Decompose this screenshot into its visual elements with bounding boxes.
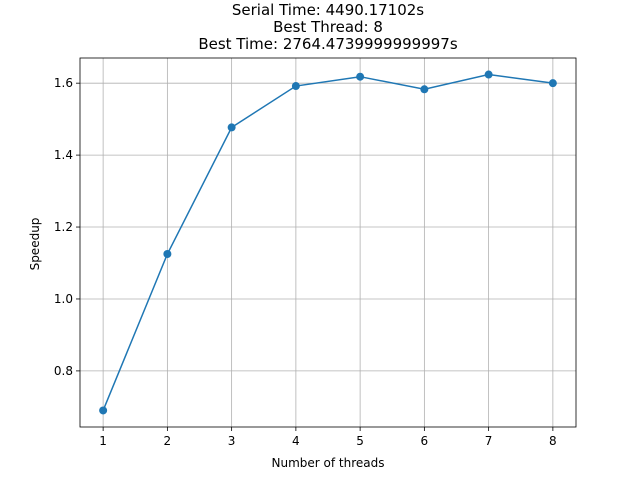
- speedup-point: [291, 82, 300, 91]
- speedup-point: [420, 85, 429, 94]
- x-tick-label: 1: [99, 434, 107, 448]
- y-axis-ticks: 0.8 1.0 1.2 1.4 1.6: [54, 76, 80, 378]
- chart-title: Serial Time: 4490.17102s Best Thread: 8 …: [198, 1, 458, 53]
- y-tick-label: 0.8: [54, 364, 73, 378]
- speedup-point: [99, 406, 108, 415]
- x-tick-label: 7: [485, 434, 493, 448]
- y-tick-label: 1.0: [54, 292, 73, 306]
- x-axis-ticks: 1 2 3 4 5 6 7 8: [99, 427, 557, 448]
- speedup-point: [548, 79, 557, 88]
- title-line-1: Serial Time: 4490.17102s: [232, 1, 424, 19]
- speedup-point: [227, 123, 236, 132]
- y-tick-label: 1.2: [54, 220, 73, 234]
- speedup-line: [102, 73, 553, 411]
- title-line-3: Best Time: 2764.4739999999997s: [198, 35, 458, 53]
- speedup-series: [99, 70, 557, 415]
- x-tick-label: 8: [549, 434, 557, 448]
- x-axis-label: Number of threads: [272, 456, 385, 470]
- y-axis-label: Speedup: [28, 218, 42, 271]
- speedup-point: [356, 72, 365, 81]
- x-tick-label: 4: [292, 434, 300, 448]
- plot-area-frame: [79, 57, 577, 428]
- y-tick-label: 1.4: [54, 148, 73, 162]
- x-tick-label: 5: [356, 434, 364, 448]
- x-tick-label: 2: [164, 434, 172, 448]
- speedup-point: [163, 250, 172, 259]
- title-line-2: Best Thread: 8: [273, 18, 383, 36]
- speedup-point: [484, 70, 493, 79]
- x-tick-label: 3: [228, 434, 236, 448]
- x-tick-label: 6: [421, 434, 429, 448]
- y-tick-label: 1.6: [54, 76, 73, 90]
- grid-lines: [80, 58, 576, 427]
